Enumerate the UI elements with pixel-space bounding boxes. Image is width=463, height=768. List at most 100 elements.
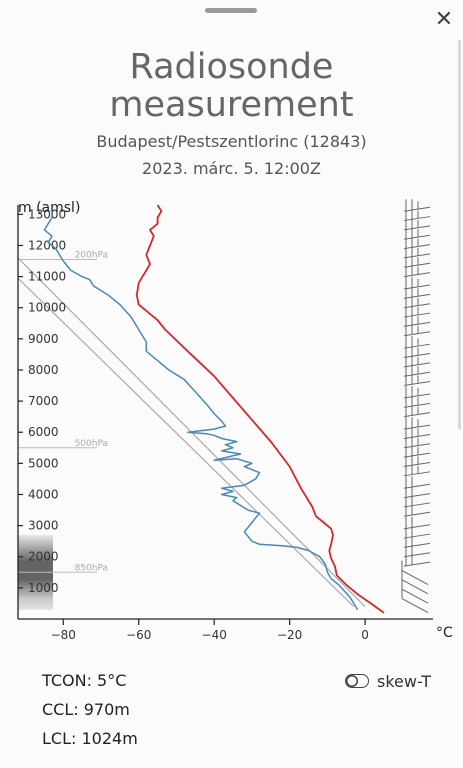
wind-barb-staff bbox=[403, 502, 431, 508]
wind-barb-staff bbox=[403, 443, 431, 449]
scrollbar[interactable] bbox=[458, 40, 461, 430]
wind-barb-staff bbox=[403, 293, 431, 299]
wind-barbs-group bbox=[401, 199, 431, 613]
wind-barb-staff bbox=[401, 570, 429, 585]
wind-barb bbox=[403, 417, 431, 430]
wind-barb bbox=[403, 476, 431, 489]
sounding-chart: 850hPa 500hPa 200hPa m (amsl) °C 1000 2000 3… bbox=[17, 199, 453, 642]
wind-barb-staff bbox=[403, 331, 431, 337]
wind-barb-staff bbox=[403, 262, 431, 268]
wind-barb-staff bbox=[403, 542, 431, 548]
wind-barb-staff bbox=[403, 206, 431, 212]
wind-barb-staff bbox=[403, 284, 431, 290]
wind-barb-staff bbox=[403, 402, 431, 408]
wind-barb bbox=[403, 385, 431, 399]
x-axis-unit-label: °C bbox=[436, 625, 453, 641]
skew-t-toggle[interactable]: skew-T bbox=[345, 670, 431, 692]
wind-barb-staff bbox=[403, 461, 431, 467]
wind-barb-staff bbox=[403, 533, 431, 539]
series-group bbox=[43, 204, 385, 614]
wind-barb bbox=[403, 336, 431, 349]
wind-barb-staff bbox=[403, 303, 431, 309]
wind-barb-staff bbox=[403, 424, 431, 430]
wind-barb-staff bbox=[403, 471, 431, 477]
y-tick-label: 3000 bbox=[28, 519, 59, 533]
y-tick-label: 1000 bbox=[28, 581, 59, 595]
wind-barb-staff bbox=[403, 412, 431, 418]
wind-barb-staff bbox=[403, 353, 431, 359]
dewpoint-line bbox=[43, 211, 359, 611]
wind-barb bbox=[403, 199, 431, 212]
wind-barb-staff bbox=[403, 561, 431, 567]
station-name: Budapest/Pestszentlorinc (12843) bbox=[96, 132, 367, 151]
y-tick-label: 10000 bbox=[28, 301, 66, 315]
wind-barb-staff bbox=[401, 598, 429, 613]
wind-barb bbox=[401, 588, 429, 613]
temperature-line bbox=[135, 204, 385, 614]
x-tick-label: −20 bbox=[277, 628, 302, 642]
y-tick-label: 8000 bbox=[28, 363, 59, 377]
wind-barb-staff bbox=[403, 433, 431, 439]
wind-barb-staff bbox=[403, 493, 431, 499]
pressure-level-label: 500hPa bbox=[75, 439, 108, 449]
wind-barb-staff bbox=[403, 524, 431, 530]
y-tick-label: 12000 bbox=[28, 238, 66, 252]
y-tick-label: 13000 bbox=[28, 207, 66, 221]
pressure-levels-group: 850hPa 500hPa 200hPa bbox=[18, 250, 108, 573]
skew-t-label: skew-T bbox=[377, 671, 432, 691]
wind-barb bbox=[401, 569, 429, 595]
wind-barb-staff bbox=[403, 225, 431, 231]
pressure-level-label: 200hPa bbox=[75, 250, 108, 260]
wind-barb bbox=[403, 277, 431, 290]
y-tick-label: 11000 bbox=[28, 270, 66, 284]
x-tick-label: −60 bbox=[126, 628, 151, 642]
wind-barb-staff bbox=[403, 552, 431, 558]
drag-handle[interactable] bbox=[205, 8, 257, 13]
y-tick-label: 5000 bbox=[28, 456, 59, 470]
lcl-value: LCL: 1024m bbox=[42, 729, 138, 748]
wind-barb bbox=[401, 579, 429, 604]
wind-barb-staff bbox=[403, 321, 431, 327]
title-line-1: Radiosonde bbox=[129, 47, 334, 87]
y-tick-label: 6000 bbox=[28, 425, 59, 439]
title-line-2: measurement bbox=[109, 85, 354, 125]
y-tick-label: 7000 bbox=[28, 394, 59, 408]
tcon-value: TCON: 5°C bbox=[42, 671, 127, 690]
axes-group: m (amsl) °C bbox=[17, 200, 453, 641]
wind-barb-staff bbox=[403, 312, 431, 318]
ccl-value: CCL: 970m bbox=[42, 700, 130, 719]
wind-barb-staff bbox=[403, 272, 431, 278]
x-tick-label: −40 bbox=[202, 628, 227, 642]
wind-barb-staff bbox=[401, 588, 429, 604]
y-tick-label: 4000 bbox=[28, 487, 59, 501]
x-tick-label: −80 bbox=[51, 628, 76, 642]
wind-barb-staff bbox=[403, 234, 431, 240]
wind-barb-staff bbox=[403, 511, 431, 517]
toggle-knob bbox=[346, 675, 358, 687]
wind-barb-staff bbox=[403, 244, 431, 250]
y-tick-label: 9000 bbox=[28, 332, 59, 346]
adiabat-line bbox=[17, 277, 355, 607]
wind-barb-staff bbox=[401, 579, 429, 595]
wind-barb-staff bbox=[403, 371, 431, 377]
wind-barb bbox=[401, 560, 429, 585]
x-tick-label: 0 bbox=[361, 628, 369, 642]
measurement-datetime: 2023. márc. 5. 12:00Z bbox=[142, 159, 321, 178]
wind-barb-staff bbox=[403, 452, 431, 458]
pressure-level-label: 850hPa bbox=[75, 563, 108, 573]
ticks-group: 1000 2000 3000 4000 5000 6000 7000 8000 9000 1000… bbox=[18, 207, 369, 642]
y-axis-label: m (amsl) bbox=[18, 200, 80, 216]
page-title: Radiosonde measurement bbox=[0, 48, 463, 124]
wind-barb-staff bbox=[403, 381, 431, 387]
wind-barb-staff bbox=[403, 362, 431, 368]
wind-barb-staff bbox=[403, 343, 431, 349]
toggle-switch-icon[interactable] bbox=[345, 674, 369, 688]
wind-barb-staff bbox=[403, 216, 431, 222]
stats-panel: TCON: 5°C CCL: 970m LCL: 1024m bbox=[42, 666, 138, 753]
y-tick-label: 2000 bbox=[28, 550, 59, 564]
wind-barb bbox=[403, 516, 431, 530]
wind-barb-staff bbox=[403, 393, 431, 399]
close-icon[interactable]: ✕ bbox=[434, 7, 454, 32]
wind-barb-staff bbox=[403, 253, 431, 259]
